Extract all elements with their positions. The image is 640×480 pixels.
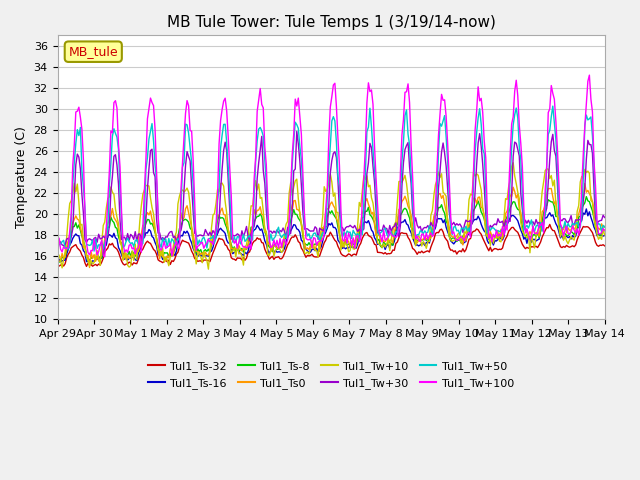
Tul1_Ts-8 [246,236,253,241]
Line: Tul1_Ts-8: Tul1_Ts-8 [58,197,605,262]
Tul1_Tw+100 [601,228,609,233]
Line: Tul1_Ts-16: Tul1_Ts-16 [58,209,605,264]
Tul1_Ts-16 [87,261,95,266]
Tul1_Ts-32 [573,237,581,242]
Tul1_Tw+10 [218,180,226,186]
Tul1_Ts-16 [601,233,609,239]
Legend: Tul1_Ts-32, Tul1_Ts-16, Tul1_Ts-8, Tul1_Ts0, Tul1_Tw+10, Tul1_Tw+30, Tul1_Tw+50,: Tul1_Ts-32, Tul1_Ts-16, Tul1_Ts-8, Tul1_… [143,357,518,393]
Tul1_Tw+10 [601,232,609,238]
Tul1_Tw+10 [294,196,302,202]
Tul1_Ts0 [237,246,244,252]
Tul1_Tw+50 [549,103,557,109]
Tul1_Ts-32 [546,222,554,228]
Tul1_Tw+50 [601,224,609,230]
Tul1_Tw+30 [60,243,67,249]
Line: Tul1_Tw+100: Tul1_Tw+100 [58,75,605,257]
Line: Tul1_Tw+50: Tul1_Tw+50 [58,106,605,251]
Tul1_Tw+50 [573,220,581,226]
Tul1_Tw+100 [246,242,253,248]
Tul1_Tw+100 [54,247,61,253]
Tul1_Tw+10 [509,160,517,166]
Tul1_Ts-8 [582,194,590,200]
Tul1_Ts-32 [218,236,226,242]
Tul1_Ts-32 [54,263,61,268]
Tul1_Tw+30 [246,238,253,244]
Tul1_Tw+50 [218,132,226,138]
Tul1_Ts-32 [246,249,253,255]
Tul1_Ts-8 [601,228,609,233]
Tul1_Ts-16 [582,206,590,212]
Tul1_Ts0 [86,264,93,270]
Tul1_Ts0 [54,258,61,264]
Line: Tul1_Ts0: Tul1_Ts0 [58,183,605,267]
Tul1_Ts0 [294,207,302,213]
Line: Tul1_Tw+30: Tul1_Tw+30 [58,131,605,246]
Tul1_Ts-16 [237,250,244,256]
Title: MB Tule Tower: Tule Temps 1 (3/19/14-now): MB Tule Tower: Tule Temps 1 (3/19/14-now… [166,15,495,30]
Tul1_Ts-32 [294,239,302,244]
Tul1_Ts-16 [294,227,302,233]
Tul1_Tw+30 [296,158,303,164]
Tul1_Tw+10 [205,266,212,272]
Tul1_Ts-32 [122,261,130,267]
Tul1_Tw+10 [54,255,61,261]
Tul1_Tw+100 [586,72,593,78]
Tul1_Tw+10 [237,250,244,255]
Tul1_Tw+50 [246,233,253,239]
Line: Tul1_Tw+10: Tul1_Tw+10 [58,163,605,269]
Tul1_Tw+50 [122,239,130,244]
Tul1_Ts-8 [218,215,226,220]
Tul1_Tw+30 [293,128,301,134]
Tul1_Tw+100 [218,107,226,112]
Tul1_Ts0 [122,257,130,263]
Tul1_Ts-32 [83,264,90,269]
Tul1_Tw+10 [121,254,129,260]
Tul1_Tw+100 [237,233,244,239]
Tul1_Ts-16 [572,233,579,239]
Tul1_Ts-16 [122,254,130,260]
Tul1_Tw+10 [246,218,253,224]
Line: Tul1_Ts-32: Tul1_Ts-32 [58,225,605,266]
Tul1_Tw+30 [601,215,609,220]
Tul1_Ts-8 [55,259,63,265]
Tul1_Tw+30 [573,217,581,223]
Text: MB_tule: MB_tule [68,45,118,58]
Tul1_Tw+100 [101,254,109,260]
Tul1_Tw+50 [294,125,302,131]
Y-axis label: Temperature (C): Temperature (C) [15,126,28,228]
Tul1_Tw+10 [573,208,581,214]
Tul1_Tw+100 [122,247,130,253]
Tul1_Ts-32 [601,243,609,249]
Tul1_Tw+30 [54,231,61,237]
Tul1_Ts-32 [237,255,244,261]
Tul1_Ts0 [218,205,226,211]
Tul1_Ts-8 [122,254,130,260]
Tul1_Ts-8 [54,255,61,261]
Tul1_Tw+100 [572,230,579,236]
Tul1_Ts-16 [54,258,61,264]
Tul1_Ts-16 [246,242,253,248]
Tul1_Ts0 [572,225,579,231]
Tul1_Tw+30 [122,238,130,244]
Tul1_Ts-8 [237,247,244,253]
Tul1_Tw+30 [218,166,226,172]
Tul1_Tw+50 [54,246,61,252]
Tul1_Ts0 [581,180,589,186]
Tul1_Ts-8 [294,215,302,221]
Tul1_Tw+100 [294,95,302,101]
Tul1_Tw+30 [237,237,244,242]
Tul1_Ts-16 [218,228,226,233]
Tul1_Tw+50 [90,248,98,254]
Tul1_Tw+50 [237,241,244,247]
Tul1_Ts0 [246,236,253,242]
Tul1_Ts0 [601,224,609,229]
Tul1_Ts-8 [572,228,579,234]
